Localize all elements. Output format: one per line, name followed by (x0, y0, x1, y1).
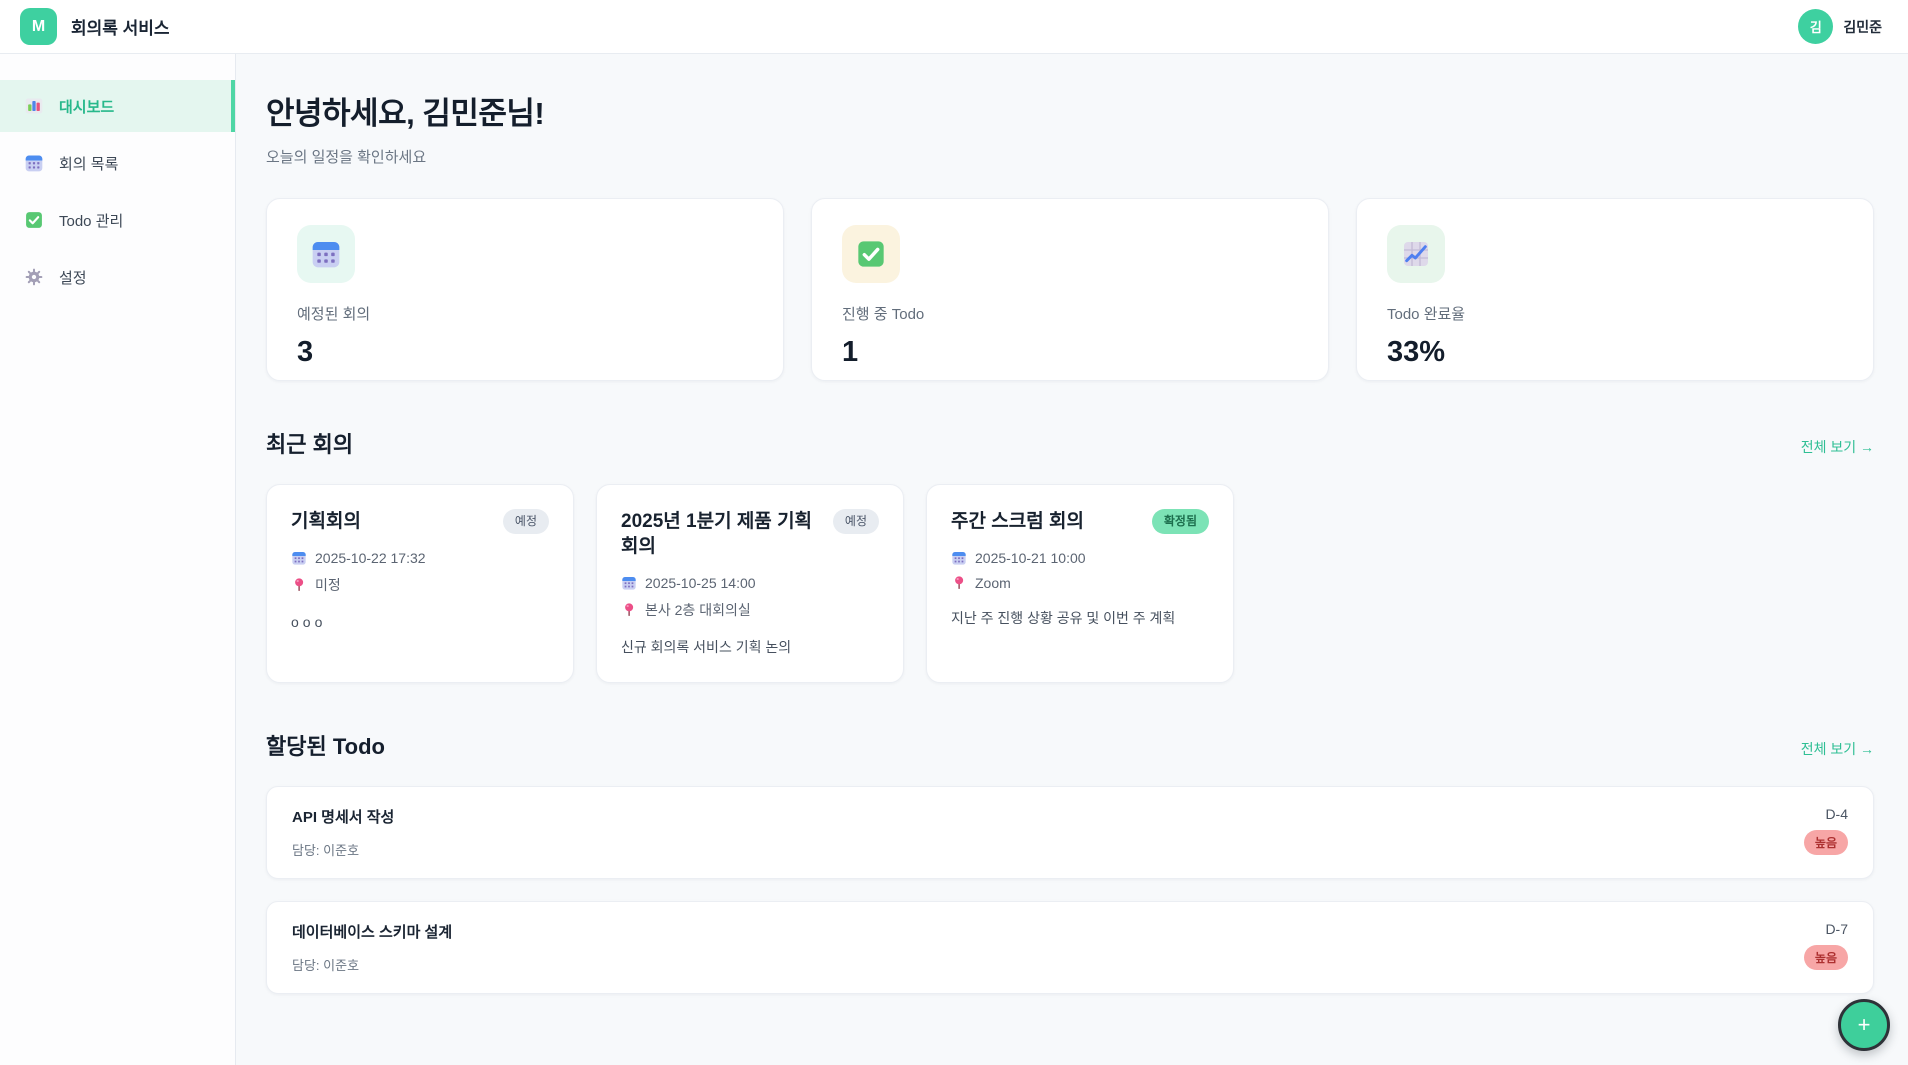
page-subtitle: 오늘의 일정을 확인하세요 (266, 149, 427, 166)
calendar-icon (951, 550, 967, 566)
todo-list: API 명세서 작성 담당: 이준호 D-4 높음 데이터베이스 스키마 설계 … (266, 785, 1874, 994)
location-pin-icon (621, 602, 637, 618)
calendar-icon (621, 575, 637, 591)
user-avatar[interactable]: 김 (1798, 9, 1834, 44)
add-button[interactable]: + (1838, 999, 1890, 1051)
user-menu[interactable]: 김 김민준 (1798, 9, 1882, 44)
location-pin-icon (291, 577, 307, 593)
stat-card-todos: 진행 중 Todo 1 (811, 198, 1329, 381)
meeting-title: 기획회의 (291, 511, 361, 532)
sidebar: 대시보드 회의 목록 Todo 관리 설정 (0, 54, 236, 1065)
todo-check-icon (24, 210, 44, 230)
status-badge: 예정 (502, 509, 549, 534)
page-title: 안녕하세요, 김민준님! (266, 96, 545, 131)
dashboard-chart-icon (24, 96, 44, 116)
stat-value: 33% (1387, 336, 1446, 368)
meeting-description: 신규 회의록 서비스 기획 논의 (621, 639, 792, 656)
calendar-icon (291, 550, 307, 566)
meeting-card[interactable]: 주간 스크럼 회의 확정됨 2025-10-21 10:00 Zoom 지난 주… (926, 484, 1234, 683)
meeting-location: Zoom (975, 575, 1011, 592)
check-icon (842, 225, 900, 283)
todo-dday: D-7 (1825, 920, 1848, 937)
view-all-meetings-link[interactable]: 전체 보기 → (1800, 439, 1874, 455)
app-title: 회의록 서비스 (71, 19, 170, 38)
stat-cards: 예정된 회의 3 진행 중 Todo 1 Todo 완료율 33% (266, 198, 1874, 381)
todo-dday: D-4 (1825, 805, 1848, 822)
todo-title: API 명세서 작성 (292, 808, 395, 826)
sidebar-item-label: 회의 목록 (59, 155, 119, 173)
top-bar: M 회의록 서비스 김 김민준 (0, 0, 1908, 54)
recent-meetings-header: 최근 회의 전체 보기 → (266, 427, 1874, 459)
todo-assignee: 담당: 이준호 (292, 957, 360, 973)
sidebar-item-label: Todo 관리 (59, 212, 124, 230)
meeting-description: ooo (291, 614, 327, 631)
todo-row[interactable]: API 명세서 작성 담당: 이준호 D-4 높음 (266, 785, 1874, 879)
meeting-title: 주간 스크럼 회의 (951, 511, 1084, 532)
meeting-location: 본사 2층 대회의실 (645, 602, 751, 619)
sidebar-item-label: 설정 (59, 269, 87, 287)
meeting-cards: 기획회의 예정 2025-10-22 17:32 미정 ooo (266, 484, 1874, 683)
stat-label: Todo 완료율 (1387, 306, 1466, 323)
meeting-date: 2025-10-21 10:00 (975, 550, 1086, 567)
sidebar-item-dashboard[interactable]: 대시보드 (0, 80, 235, 132)
main-content: 안녕하세요, 김민준님! 오늘의 일정을 확인하세요 예정된 회의 3 진행 중… (236, 54, 1908, 1065)
app-logo: M (20, 8, 57, 45)
sidebar-item-todo[interactable]: Todo 관리 (0, 194, 235, 246)
stat-card-meetings: 예정된 회의 3 (266, 198, 784, 381)
meeting-card[interactable]: 2025년 1분기 제품 기획 회의 예정 2025-10-25 14:00 본… (596, 484, 904, 683)
stat-value: 3 (297, 336, 314, 368)
view-all-todos-link[interactable]: 전체 보기 → (1800, 740, 1874, 757)
status-badge: 예정 (832, 509, 879, 534)
stat-card-completion: Todo 완료율 33% (1356, 198, 1874, 381)
stat-value: 1 (842, 336, 859, 368)
priority-badge: 높음 (1803, 829, 1848, 855)
sidebar-item-meetings[interactable]: 회의 목록 (0, 137, 235, 189)
sidebar-item-label: 대시보드 (59, 98, 115, 116)
section-title: 할당된 Todo (266, 733, 385, 759)
section-title: 최근 회의 (266, 432, 354, 457)
location-pin-icon (951, 575, 967, 591)
meeting-description: 지난 주 진행 상황 공유 및 이번 주 계획 (951, 610, 1176, 627)
user-name: 김민준 (1843, 18, 1882, 35)
sidebar-item-settings[interactable]: 설정 (0, 251, 235, 303)
todo-row[interactable]: 데이터베이스 스키마 설계 담당: 이준호 D-7 높음 (266, 900, 1874, 994)
chart-up-icon (1387, 225, 1445, 283)
todo-title: 데이터베이스 스키마 설계 (292, 923, 453, 941)
brand: M 회의록 서비스 (20, 8, 170, 45)
meeting-date: 2025-10-22 17:32 (315, 550, 426, 567)
meeting-date: 2025-10-25 14:00 (645, 575, 756, 592)
settings-gear-icon (24, 267, 44, 287)
calendar-icon (297, 225, 355, 283)
calendar-icon (24, 153, 44, 173)
meeting-card[interactable]: 기획회의 예정 2025-10-22 17:32 미정 ooo (266, 484, 574, 683)
todo-assignee: 담당: 이준호 (292, 842, 360, 858)
todos-header: 할당된 Todo 전체 보기 → (266, 729, 1874, 761)
stat-label: 예정된 회의 (297, 306, 371, 323)
stat-label: 진행 중 Todo (842, 306, 925, 323)
priority-badge: 높음 (1803, 944, 1848, 970)
meeting-title: 2025년 1분기 제품 기획 회의 (621, 511, 813, 558)
status-badge: 확정됨 (1151, 509, 1209, 534)
meeting-location: 미정 (315, 577, 341, 594)
